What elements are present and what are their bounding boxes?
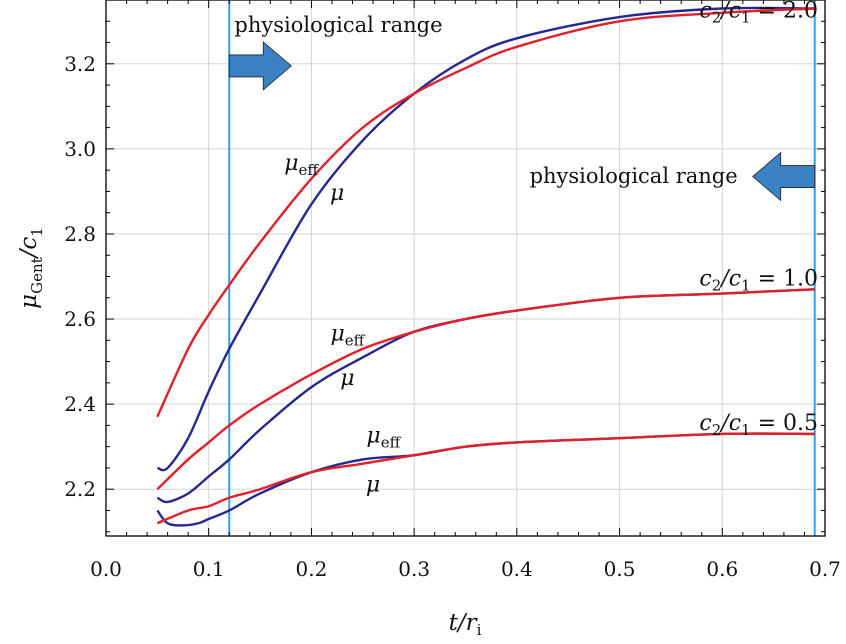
- arrow-right-icon: [228, 41, 292, 91]
- y-axis-label: μGent/c1: [16, 227, 46, 309]
- curve-label-mu: μ: [330, 181, 344, 206]
- grid-lines: [105, 0, 826, 536]
- series-mu-1: [156, 288, 815, 504]
- x-tick-label: 0.1: [193, 557, 225, 581]
- series-mu-2: [156, 432, 815, 527]
- y-tick-label: 3.0: [64, 137, 96, 161]
- chart-labels: 0.0 0.1 0.2 0.3 0.4 0.5 0.6 0.7 2.2 2.4 2.6 2.8 3.0 3…: [16, 0, 841, 639]
- series-mu-eff-0: [156, 7, 815, 418]
- curve-label-mu: μ: [340, 366, 354, 391]
- y-tick-label: 2.2: [64, 477, 96, 501]
- plot-frame: [105, 0, 826, 537]
- group-label-2: c2/c1 = 0.5: [699, 411, 818, 439]
- x-tick-label: 0.2: [296, 557, 328, 581]
- x-axis-label: t/ri: [449, 610, 482, 639]
- y-axis-label-group: μGent/c1: [16, 227, 46, 309]
- y-tick-label: 2.6: [64, 307, 96, 331]
- x-tick-label: 0.3: [398, 557, 430, 581]
- x-tick-label: 0.6: [706, 557, 738, 581]
- x-tick-label: 0.7: [809, 557, 841, 581]
- curve-label-mu: μ: [366, 472, 380, 497]
- y-tick-label: 3.2: [64, 52, 96, 76]
- curve-group: [156, 6, 815, 527]
- x-tick-label: 0.4: [501, 557, 533, 581]
- series-mu-0: [157, 6, 815, 472]
- range-arrows: [228, 41, 816, 202]
- y-tick-label: 2.4: [64, 392, 96, 416]
- axis-ticks: [105, 0, 826, 536]
- arrow-left-icon: [752, 151, 816, 202]
- series-mu-eff-1: [156, 288, 815, 491]
- physiological-range-lines: [228, 0, 816, 536]
- curve-label-mu-eff: μeff: [330, 321, 365, 349]
- group-label-0: c2/c1 = 2.0: [699, 0, 818, 27]
- y-tick-label: 2.8: [64, 222, 96, 246]
- x-tick-label: 0.5: [604, 557, 636, 581]
- series-mu-eff-2: [156, 432, 815, 525]
- plot-border: [105, 0, 826, 537]
- group-label-1: c2/c1 = 1.0: [699, 267, 818, 295]
- annotation-physiological-range: physiological range: [234, 13, 442, 37]
- curve-label-mu-eff: μeff: [284, 151, 319, 179]
- curve-label-mu-eff: μeff: [366, 423, 401, 451]
- x-tick-label: 0.0: [90, 557, 122, 581]
- annotation-physiological-range: physiological range: [530, 164, 738, 188]
